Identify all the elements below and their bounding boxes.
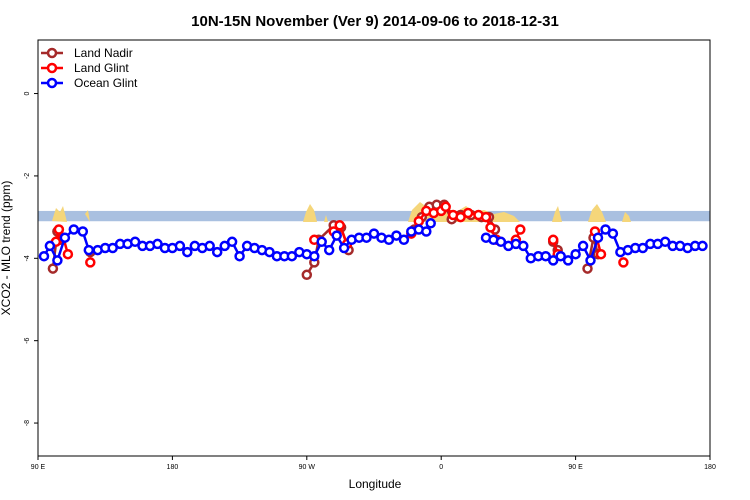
- ocean-glint-point-1: [38, 250, 50, 262]
- ocean-glint-point-27: [234, 250, 245, 262]
- land-shape-2: [85, 210, 90, 222]
- land-glint-point-2: [53, 224, 65, 235]
- axis-layer: 90 E 180 90 W 0 90 E 180 0 -2 -4 -6 -8: [24, 91, 716, 471]
- ocean-glint-point-41: [338, 242, 350, 254]
- ocean-glint-point-67: [577, 240, 589, 252]
- ocean-glint-point-47: [383, 234, 395, 246]
- ocean-glint-point-48: [391, 230, 402, 241]
- land-nadir-point-1: [47, 263, 59, 274]
- ocean-glint-point-31: [264, 246, 275, 258]
- ocean-glint-point-6: [77, 226, 89, 237]
- series-ocean-glint: [38, 218, 708, 266]
- ocean-glint-point-45: [368, 228, 380, 239]
- x-tick-label-5: 90 E: [568, 464, 583, 471]
- ocean-glint-point-68: [585, 255, 596, 266]
- ocean-glint-point-26: [226, 236, 238, 248]
- legend-label-land-glint: Land Glint: [74, 61, 129, 75]
- ocean-glint-point-5: [68, 224, 80, 235]
- x-tick-label-4: 0: [439, 464, 443, 471]
- land-glint-point-5: [85, 257, 96, 268]
- land-glint-point-28: [595, 248, 607, 260]
- ocean-glint-point-34: [286, 250, 298, 262]
- legend-label-ocean-glint: Ocean Glint: [74, 76, 138, 90]
- ocean-glint-point-16: [152, 238, 163, 250]
- land-shape-3: [303, 204, 317, 222]
- ocean-glint-point-56: [495, 236, 507, 248]
- legend-marker-land-nadir: [46, 47, 58, 59]
- land-shape-4: [324, 215, 328, 222]
- ocean-glint-point-40: [331, 230, 342, 241]
- land-glint-point-8: [334, 220, 345, 231]
- ocean-glint-point-62: [540, 250, 551, 262]
- ocean-glint-point-7: [83, 244, 95, 256]
- ocean-glint-point-44: [361, 232, 372, 243]
- x-tick-label-2: 180: [167, 464, 179, 471]
- ocean-glint-point-66: [570, 248, 581, 260]
- land-glint-point-20: [480, 211, 492, 223]
- reference-band: [38, 210, 710, 222]
- ocean-glint-point-78: [659, 236, 671, 248]
- ocean-glint-point-38: [316, 236, 327, 248]
- y-tick-label-3: -4: [24, 255, 31, 261]
- chart-title: 10N-15N November (Ver 9) 2014-09-06 to 2…: [191, 13, 559, 30]
- y-tick-label-2: -2: [24, 173, 31, 179]
- land-glint-point-17: [455, 211, 466, 223]
- ocean-glint-point-20: [182, 246, 193, 258]
- ocean-glint-point-63: [547, 255, 559, 266]
- series-layer: [38, 199, 708, 281]
- land-shape-8: [622, 212, 631, 222]
- land-glint-point-25: [547, 234, 559, 246]
- ocean-glint-point-59: [518, 240, 529, 252]
- land-shape-6: [552, 206, 562, 222]
- ocean-glint-point-71: [607, 228, 619, 239]
- ocean-glint-point-69: [592, 232, 604, 243]
- ocean-glint-point-25: [219, 240, 230, 252]
- land-glint-point-11: [413, 215, 425, 227]
- ocean-glint-point-19: [174, 240, 186, 252]
- ocean-glint-point-83: [697, 240, 708, 252]
- land-nadir-point-5: [301, 269, 313, 281]
- plot-frame: [37, 39, 711, 457]
- x-tick-label-6: 180: [704, 464, 716, 471]
- x-axis-label: Longitude: [349, 477, 402, 491]
- x-tick-label-1: 90 E: [31, 464, 46, 471]
- land-glint-point-15: [440, 201, 451, 213]
- land-glint-point-18: [462, 207, 474, 219]
- land-glint-point-21: [485, 222, 496, 233]
- ocean-glint-point-13: [129, 236, 141, 248]
- band-layer: [38, 210, 710, 222]
- ocean-glint-point-39: [323, 244, 335, 256]
- ocean-glint-point-70: [600, 224, 611, 235]
- legend-marker-land-glint: [46, 62, 58, 74]
- ocean-glint-point-53: [425, 218, 436, 229]
- ocean-glint-point-65: [562, 255, 574, 266]
- y-tick-label-5: -8: [24, 420, 31, 426]
- land-nadir-point-24: [582, 263, 593, 274]
- land-shape-7: [588, 204, 606, 222]
- land-glint-point-24: [515, 224, 526, 235]
- y-tick-label-1: 0: [24, 91, 31, 95]
- land-shape-1: [52, 206, 67, 222]
- ocean-glint-point-75: [637, 242, 649, 254]
- y-tick-label-4: -6: [24, 337, 31, 343]
- legend-marker-ocean-glint: [46, 77, 58, 89]
- land-glint-point-4: [62, 248, 74, 260]
- ocean-glint-point-49: [398, 234, 410, 246]
- ocean-glint-point-24: [211, 246, 223, 258]
- ocean-glint-point-52: [421, 226, 432, 237]
- ocean-glint-point-2: [44, 240, 56, 252]
- ocean-glint-point-4: [59, 232, 71, 243]
- y-axis-label: XCO2 - MLO trend (ppm): [0, 181, 13, 316]
- x-tick-label-3: 90 W: [299, 464, 316, 471]
- ocean-glint-point-23: [204, 240, 215, 252]
- ocean-glint-point-3: [52, 255, 63, 266]
- ocean-glint-point-64: [555, 250, 566, 262]
- ocean-glint-point-37: [309, 250, 320, 262]
- ocean-glint-point-10: [107, 242, 118, 254]
- land-glint-point-29: [618, 257, 629, 268]
- legend-label-land-nadir: Land Nadir: [74, 46, 133, 60]
